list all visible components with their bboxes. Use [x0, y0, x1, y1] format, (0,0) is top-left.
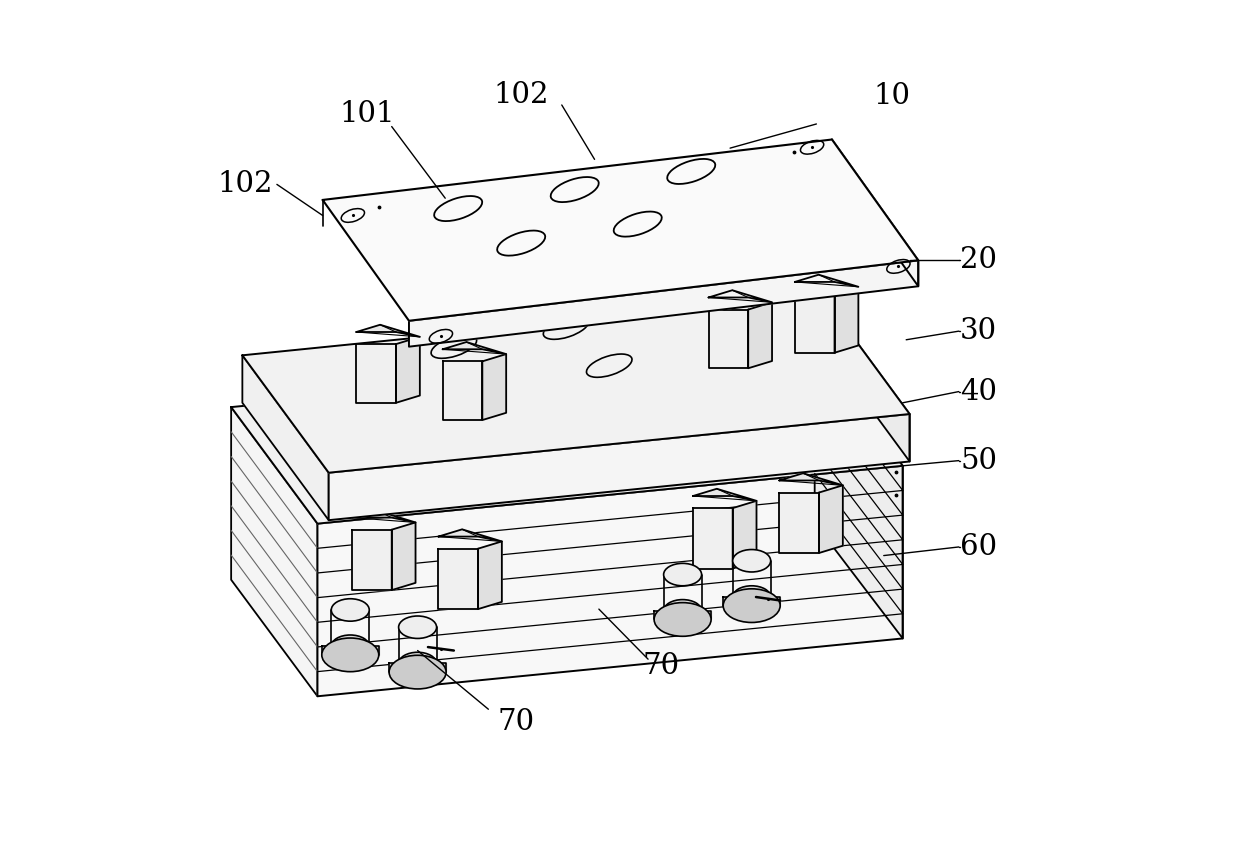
Polygon shape	[439, 529, 502, 541]
Ellipse shape	[331, 635, 370, 657]
Text: 102: 102	[217, 171, 273, 198]
Polygon shape	[819, 485, 843, 553]
Polygon shape	[231, 350, 902, 524]
Polygon shape	[748, 302, 772, 368]
Text: 40: 40	[960, 378, 997, 405]
Polygon shape	[242, 355, 328, 520]
Polygon shape	[779, 473, 843, 485]
Polygon shape	[723, 597, 781, 605]
Text: 101: 101	[340, 100, 395, 127]
Polygon shape	[479, 541, 502, 609]
Polygon shape	[779, 493, 819, 553]
Ellipse shape	[398, 616, 436, 638]
Ellipse shape	[322, 638, 378, 672]
Polygon shape	[392, 522, 416, 590]
Polygon shape	[693, 508, 733, 568]
Ellipse shape	[390, 656, 446, 689]
Ellipse shape	[723, 589, 781, 623]
Text: 50: 50	[960, 447, 997, 475]
Text: 20: 20	[960, 246, 997, 275]
Polygon shape	[328, 414, 910, 520]
Polygon shape	[408, 261, 918, 346]
Polygon shape	[442, 361, 482, 420]
Polygon shape	[356, 344, 396, 403]
Text: 102: 102	[494, 81, 549, 108]
Ellipse shape	[331, 598, 370, 621]
Polygon shape	[352, 510, 416, 522]
Polygon shape	[733, 501, 757, 568]
Polygon shape	[356, 325, 420, 337]
Polygon shape	[482, 354, 506, 420]
Polygon shape	[814, 350, 902, 638]
Text: 10: 10	[873, 82, 911, 110]
Text: 70: 70	[643, 652, 679, 680]
Polygon shape	[396, 337, 420, 403]
Ellipse shape	[664, 599, 702, 622]
Polygon shape	[832, 139, 918, 287]
Polygon shape	[322, 139, 918, 320]
Polygon shape	[708, 309, 748, 368]
Polygon shape	[834, 287, 858, 352]
Polygon shape	[317, 466, 902, 696]
Text: 70: 70	[497, 708, 535, 736]
Ellipse shape	[664, 564, 702, 585]
Polygon shape	[242, 297, 910, 473]
Polygon shape	[390, 663, 446, 672]
Polygon shape	[322, 646, 378, 655]
Text: 30: 30	[960, 317, 997, 346]
Polygon shape	[352, 530, 392, 590]
Polygon shape	[442, 342, 506, 354]
Polygon shape	[693, 488, 757, 501]
Polygon shape	[794, 275, 858, 287]
Polygon shape	[823, 297, 910, 462]
Polygon shape	[708, 290, 772, 302]
Ellipse shape	[398, 652, 436, 675]
Polygon shape	[654, 611, 712, 619]
Ellipse shape	[733, 550, 771, 572]
Polygon shape	[231, 407, 317, 696]
Polygon shape	[439, 549, 479, 609]
Text: 60: 60	[960, 533, 997, 561]
Ellipse shape	[654, 603, 712, 637]
Ellipse shape	[733, 585, 771, 608]
Polygon shape	[794, 294, 834, 352]
